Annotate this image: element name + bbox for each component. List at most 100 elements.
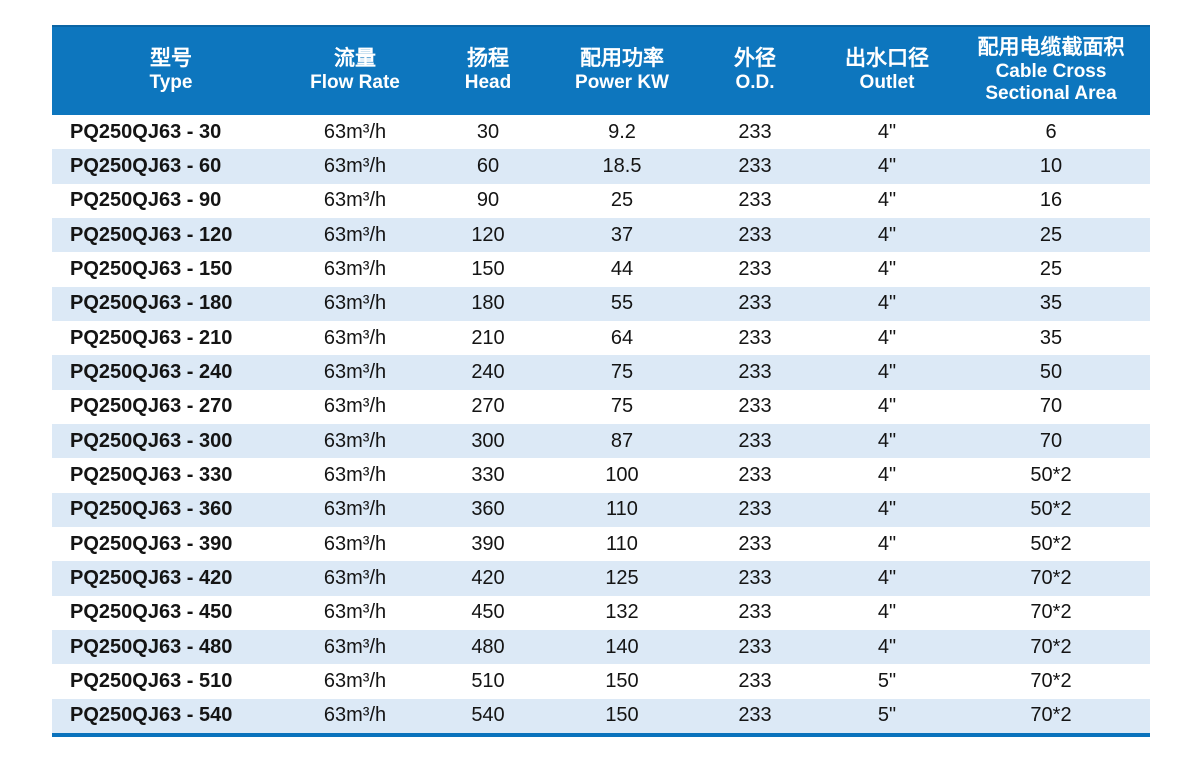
- cell-cable: 70: [1039, 429, 1063, 452]
- table-row: PQ250QJ63 - 540 63m³/h 540 150 233 5" 70*2: [52, 698, 1150, 733]
- table-row: PQ250QJ63 - 150 63m³/h 150 44 233 4" 25: [52, 252, 1150, 286]
- cell-od: 233: [738, 429, 772, 452]
- cell-power-kw: 64: [610, 326, 634, 349]
- cell-flow-rate: 63m³/h: [323, 326, 387, 349]
- cell-head: 300: [471, 429, 505, 452]
- column-header-en: Flow Rate: [310, 72, 400, 94]
- cell-power-kw: 125: [605, 566, 639, 589]
- table-row: PQ250QJ63 - 30 63m³/h 30 9.2 233 4" 6: [52, 115, 1150, 149]
- table-row: PQ250QJ63 - 360 63m³/h 360 110 233 4" 50*2: [52, 492, 1150, 527]
- cell-flow-rate: 63m³/h: [323, 257, 387, 280]
- table-row: PQ250QJ63 - 390 63m³/h 390 110 233 4" 50*2: [52, 527, 1150, 561]
- cell-type: PQ250QJ63 - 60: [70, 154, 222, 177]
- cell-outlet: 4": [877, 120, 897, 143]
- cell-od: 233: [738, 326, 772, 349]
- cell-type: PQ250QJ63 - 360: [70, 498, 233, 521]
- cell-od: 233: [738, 395, 772, 418]
- cell-head: 330: [471, 463, 505, 486]
- cell-head: 510: [471, 669, 505, 692]
- table-row: PQ250QJ63 - 120 63m³/h 120 37 233 4" 25: [52, 217, 1150, 253]
- cell-outlet: 4": [877, 566, 897, 589]
- column-header-type: 型号 Type: [52, 47, 290, 94]
- cell-type: PQ250QJ63 - 240: [70, 360, 233, 383]
- cell-flow-rate: 63m³/h: [323, 498, 387, 521]
- cell-type: PQ250QJ63 - 390: [70, 532, 233, 555]
- table-row: PQ250QJ63 - 180 63m³/h 180 55 233 4" 35: [52, 286, 1150, 321]
- column-header-cable: 配用电缆截面积 Cable Cross Sectional Area: [952, 36, 1150, 106]
- cell-cable: 70*2: [1030, 635, 1072, 658]
- cell-head: 390: [471, 532, 505, 555]
- cell-type: PQ250QJ63 - 150: [70, 257, 233, 280]
- cell-cable: 25: [1039, 257, 1063, 280]
- cell-head: 450: [471, 601, 505, 624]
- cell-cable: 70*2: [1030, 669, 1072, 692]
- cell-cable: 70*2: [1030, 601, 1072, 624]
- column-header-en: Outlet: [859, 72, 915, 94]
- cell-cable: 50: [1039, 360, 1063, 383]
- cell-power-kw: 25: [610, 189, 634, 212]
- cell-outlet: 4": [877, 601, 897, 624]
- cell-type: PQ250QJ63 - 30: [70, 120, 222, 143]
- cell-outlet: 4": [877, 395, 897, 418]
- cell-outlet: 4": [877, 189, 897, 212]
- cell-od: 233: [738, 532, 772, 555]
- cell-power-kw: 140: [605, 635, 639, 658]
- cell-outlet: 4": [877, 360, 897, 383]
- cell-od: 233: [738, 292, 772, 315]
- column-header-en: O.D.: [735, 72, 775, 94]
- cell-power-kw: 87: [610, 429, 634, 452]
- cell-cable: 25: [1039, 223, 1063, 246]
- cell-type: PQ250QJ63 - 450: [70, 601, 233, 624]
- cell-head: 30: [476, 120, 500, 143]
- cell-cable: 50*2: [1030, 463, 1072, 486]
- cell-power-kw: 150: [605, 669, 639, 692]
- table-row: PQ250QJ63 - 480 63m³/h 480 140 233 4" 70*2: [52, 629, 1150, 665]
- cell-power-kw: 132: [605, 601, 639, 624]
- table-row: PQ250QJ63 - 60 63m³/h 60 18.5 233 4" 10: [52, 149, 1150, 184]
- cell-power-kw: 9.2: [608, 120, 636, 143]
- cell-head: 420: [471, 566, 505, 589]
- cell-cable: 70*2: [1030, 704, 1072, 727]
- column-header-en: Cable Cross: [995, 60, 1107, 82]
- cell-power-kw: 75: [610, 360, 634, 383]
- cell-flow-rate: 63m³/h: [323, 669, 387, 692]
- column-header-zh: 配用电缆截面积: [977, 36, 1125, 60]
- cell-outlet: 4": [877, 635, 897, 658]
- cell-type: PQ250QJ63 - 420: [70, 566, 233, 589]
- cell-head: 360: [471, 498, 505, 521]
- cell-outlet: 5": [877, 704, 897, 727]
- cell-outlet: 4": [877, 498, 897, 521]
- cell-cable: 35: [1039, 326, 1063, 349]
- column-header-zh: 配用功率: [580, 47, 664, 71]
- table-row: PQ250QJ63 - 510 63m³/h 510 150 233 5" 70*2: [52, 664, 1150, 698]
- cell-outlet: 4": [877, 532, 897, 555]
- table-body: PQ250QJ63 - 30 63m³/h 30 9.2 233 4" 6 PQ250QJ63…: [52, 115, 1150, 737]
- cell-od: 233: [738, 566, 772, 589]
- cell-type: PQ250QJ63 - 510: [70, 669, 233, 692]
- table-row: PQ250QJ63 - 450 63m³/h 450 132 233 4" 70*2: [52, 596, 1150, 630]
- cell-cable: 16: [1039, 189, 1063, 212]
- cell-type: PQ250QJ63 - 480: [70, 635, 233, 658]
- column-header-en: Type: [149, 72, 193, 94]
- cell-type: PQ250QJ63 - 300: [70, 429, 233, 452]
- cell-head: 210: [471, 326, 505, 349]
- column-header-zh: 型号: [150, 47, 192, 71]
- cell-flow-rate: 63m³/h: [323, 601, 387, 624]
- cell-flow-rate: 63m³/h: [323, 292, 387, 315]
- cell-od: 233: [738, 257, 772, 280]
- cell-head: 90: [476, 189, 500, 212]
- cell-flow-rate: 63m³/h: [323, 360, 387, 383]
- table-row: PQ250QJ63 - 330 63m³/h 330 100 233 4" 50*2: [52, 458, 1150, 492]
- cell-cable: 35: [1039, 292, 1063, 315]
- cell-power-kw: 44: [610, 257, 634, 280]
- cell-flow-rate: 63m³/h: [323, 704, 387, 727]
- column-header-power-kw: 配用功率 Power KW: [556, 47, 688, 94]
- cell-od: 233: [738, 360, 772, 383]
- cell-power-kw: 55: [610, 292, 634, 315]
- cell-od: 233: [738, 223, 772, 246]
- column-header-zh: 出水口径: [845, 47, 929, 71]
- cell-type: PQ250QJ63 - 210: [70, 326, 233, 349]
- cell-od: 233: [738, 463, 772, 486]
- cell-flow-rate: 63m³/h: [323, 189, 387, 212]
